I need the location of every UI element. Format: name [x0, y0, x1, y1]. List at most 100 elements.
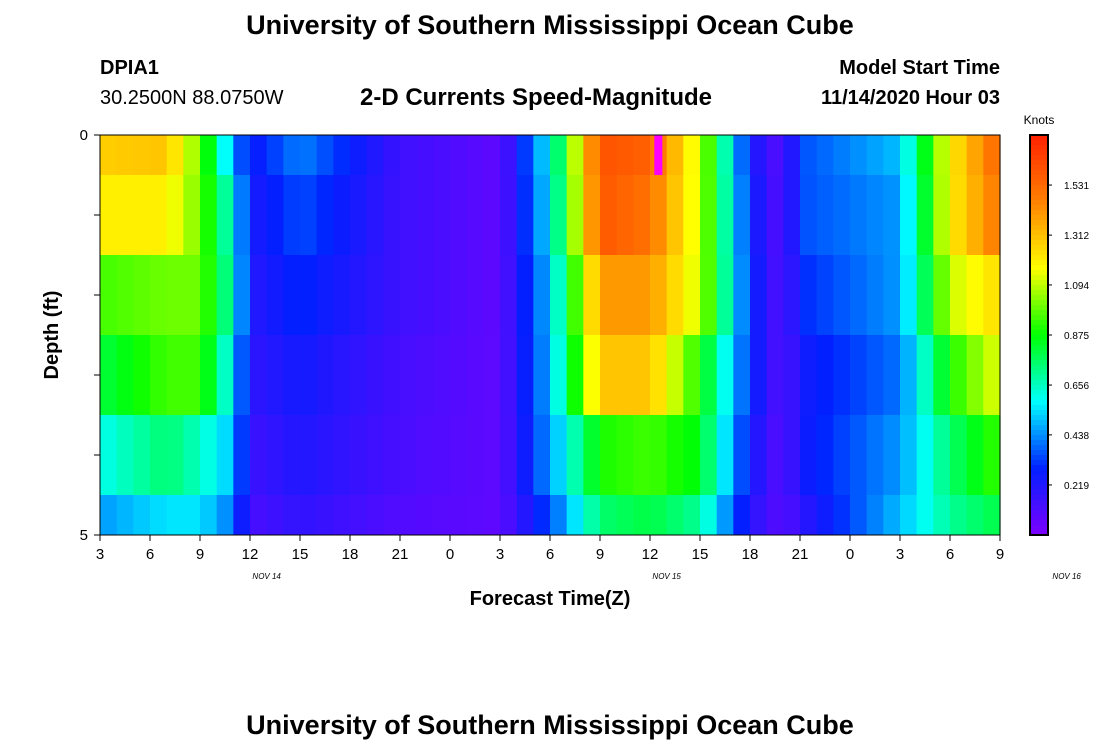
heatmap-cell: [683, 415, 701, 495]
colorbar-segment: [1030, 275, 1048, 281]
heatmap-cell: [583, 135, 601, 175]
heatmap-cell: [466, 135, 484, 175]
colorbar-segment: [1030, 135, 1048, 141]
heatmap-cell: [566, 175, 584, 255]
heatmap-cell: [516, 135, 534, 175]
heatmap-cell: [600, 495, 618, 535]
colorbar-segment: [1030, 160, 1048, 166]
heatmap-cell: [816, 495, 834, 535]
colorbar-segment: [1030, 410, 1048, 416]
x-tick-label: 18: [342, 546, 359, 563]
colorbar-segment: [1030, 215, 1048, 221]
heatmap-cell: [450, 495, 468, 535]
heatmap-cell: [500, 255, 518, 335]
heatmap-cell: [466, 335, 484, 415]
heatmap-cell: [416, 335, 434, 415]
station-id: DPIA1: [100, 57, 159, 79]
heatmap-cell: [850, 255, 868, 335]
heatmap-cell: [483, 495, 501, 535]
colorbar-segment: [1030, 425, 1048, 431]
heatmap-cell: [533, 255, 551, 335]
heatmap-cell: [316, 335, 334, 415]
heatmap-cell: [150, 135, 168, 175]
colorbar-segment: [1030, 365, 1048, 371]
heatmap-cell: [966, 255, 984, 335]
heatmap-cell: [166, 175, 184, 255]
heatmap-cell: [650, 255, 668, 335]
heatmap-cell: [983, 335, 1001, 415]
colorbar-segment: [1030, 220, 1048, 226]
heatmap-cell: [966, 415, 984, 495]
heatmap-cell: [983, 495, 1001, 535]
heatmap-cell: [900, 255, 918, 335]
colorbar-tick-label: 1.312: [1064, 231, 1089, 242]
heatmap-cell: [366, 415, 384, 495]
heatmap-cell: [200, 255, 218, 335]
colorbar-segment: [1030, 440, 1048, 446]
heatmap-cell: [183, 415, 201, 495]
colorbar-segment: [1030, 430, 1048, 436]
colorbar-segment: [1030, 395, 1048, 401]
y-tick-label: 0: [80, 127, 88, 144]
heatmap-cell: [616, 335, 634, 415]
colorbar-segment: [1030, 505, 1048, 511]
heatmap-cell: [883, 335, 901, 415]
station-coordinates: 30.2500N 88.0750W: [100, 87, 284, 109]
heatmap-cell: [650, 175, 668, 255]
heatmap-cell: [633, 415, 651, 495]
heatmap-cell: [350, 255, 368, 335]
colorbar-segment: [1030, 195, 1048, 201]
colorbar-segment: [1030, 235, 1048, 241]
heatmap-cell: [533, 135, 551, 175]
colorbar-segment: [1030, 230, 1048, 236]
x-tick-label: 9: [596, 546, 604, 563]
heatmap-cell: [116, 135, 134, 175]
heatmap-cell: [266, 175, 284, 255]
heatmap-cell: [733, 255, 751, 335]
heatmap-cell: [683, 495, 701, 535]
heatmap-cell: [116, 415, 134, 495]
heatmap-cell: [200, 135, 218, 175]
heatmap-cell: [150, 495, 168, 535]
heatmap-cell: [566, 335, 584, 415]
heatmap-cell: [500, 335, 518, 415]
heatmap-cell: [800, 495, 818, 535]
heatmap-cell: [133, 135, 151, 175]
x-tick-label: 6: [546, 546, 554, 563]
heatmap-cell: [250, 415, 268, 495]
heatmap-cell: [433, 175, 451, 255]
heatmap-cell: [316, 135, 334, 175]
heatmap-cell: [716, 135, 734, 175]
heatmap-cell: [683, 135, 701, 175]
heatmap-cell: [733, 135, 751, 175]
heatmap-cell: [216, 135, 234, 175]
heatmap-cell: [183, 175, 201, 255]
heatmap-cell: [100, 415, 118, 495]
heatmap-cell: [766, 495, 784, 535]
heatmap-cell: [800, 255, 818, 335]
heatmap-cell: [666, 495, 684, 535]
heatmap-cell: [716, 415, 734, 495]
colorbar-segment: [1030, 500, 1048, 506]
heatmap-cell: [100, 335, 118, 415]
heatmap-cell: [833, 415, 851, 495]
colorbar-segment: [1030, 265, 1048, 271]
heatmap-cell: [850, 495, 868, 535]
heatmap-cell: [733, 495, 751, 535]
heatmap-cell: [300, 255, 318, 335]
colorbar-segment: [1030, 515, 1048, 521]
heatmap-cell: [833, 255, 851, 335]
heatmap-cell: [116, 255, 134, 335]
heatmap-cell: [600, 135, 618, 175]
colorbar-tick-label: 1.094: [1064, 281, 1089, 292]
heatmap-cell: [383, 135, 401, 175]
heatmap-cell: [850, 415, 868, 495]
heatmap-cell: [550, 495, 568, 535]
heatmap-cell: [650, 415, 668, 495]
heatmap-cell: [916, 135, 934, 175]
heatmap-cell: [416, 175, 434, 255]
colorbar-segment: [1030, 150, 1048, 156]
heatmap-cell: [650, 495, 668, 535]
heatmap-cell: [716, 255, 734, 335]
colorbar-segment: [1030, 420, 1048, 426]
